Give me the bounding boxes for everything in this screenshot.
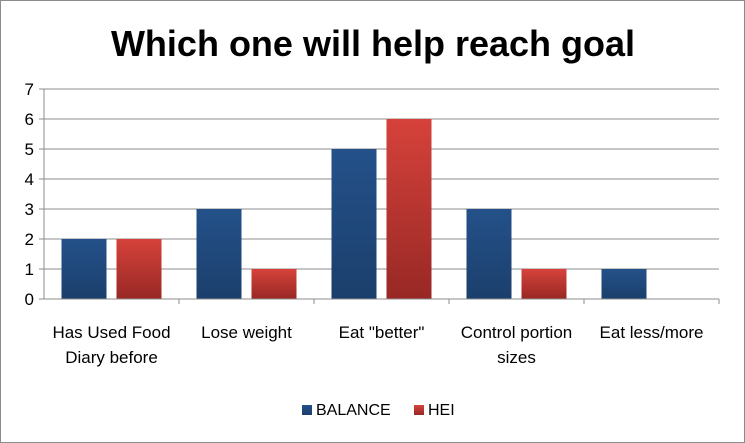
legend-swatch-balance xyxy=(302,405,312,415)
y-tick-label: 3 xyxy=(25,200,34,219)
bar-balance xyxy=(196,209,242,299)
y-tick-label: 1 xyxy=(25,260,34,279)
x-category-label: sizes xyxy=(497,348,536,367)
bar-hei xyxy=(521,269,567,299)
legend-swatch-hei xyxy=(414,405,424,415)
x-axis-labels: Has Used Food Diary before Lose weight Eat … xyxy=(52,323,703,367)
y-axis-ticks: 0 1 2 3 4 5 6 7 xyxy=(25,80,44,309)
y-tick-label: 7 xyxy=(25,80,34,99)
bar-balance xyxy=(601,269,647,299)
legend: BALANCE HEI xyxy=(302,402,455,419)
bars xyxy=(61,119,647,299)
legend-label-balance: BALANCE xyxy=(316,402,391,419)
x-category-label: Diary before xyxy=(65,348,158,367)
x-category-label: Has Used Food xyxy=(52,323,170,342)
x-category-label: Control portion xyxy=(461,323,573,342)
bar-hei xyxy=(386,119,432,299)
chart-title: Which one will help reach goal xyxy=(111,23,635,64)
x-category-label: Eat "better" xyxy=(339,323,425,342)
bar-hei xyxy=(251,269,297,299)
legend-label-hei: HEI xyxy=(428,402,455,419)
x-category-label: Lose weight xyxy=(201,323,292,342)
y-tick-label: 5 xyxy=(25,140,34,159)
y-tick-label: 4 xyxy=(25,170,34,189)
bar-balance xyxy=(331,149,377,299)
x-category-label: Eat less/more xyxy=(600,323,704,342)
axes xyxy=(43,89,720,304)
bar-balance xyxy=(466,209,512,299)
bar-hei xyxy=(116,239,162,299)
y-tick-label: 2 xyxy=(25,230,34,249)
y-tick-label: 0 xyxy=(25,290,34,309)
y-tick-label: 6 xyxy=(25,110,34,129)
bar-balance xyxy=(61,239,107,299)
